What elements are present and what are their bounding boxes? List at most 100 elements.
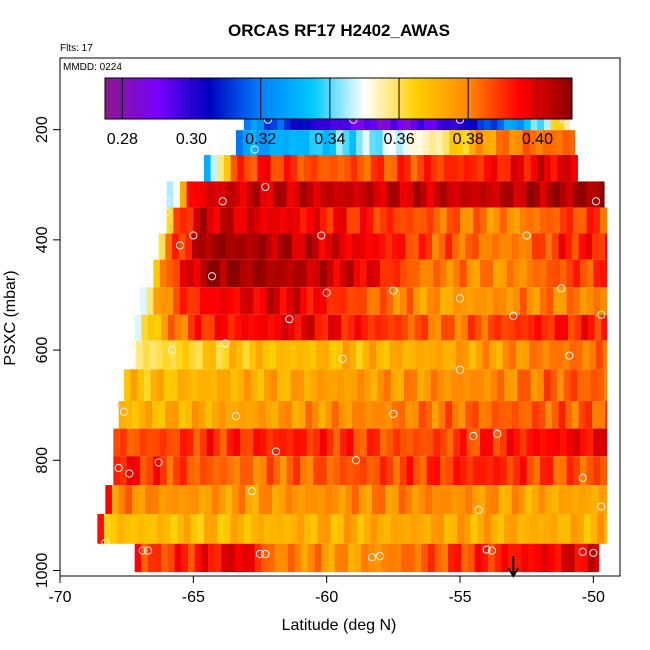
heatmap-cell xyxy=(161,543,169,573)
heatmap-cell xyxy=(366,207,374,234)
y-axis-label: PSXC (mbar) xyxy=(2,270,19,365)
heatmap-cell xyxy=(292,401,300,429)
heatmap-cell xyxy=(486,207,494,234)
heatmap-cell xyxy=(498,401,506,429)
heatmap-cell xyxy=(418,401,426,429)
heatmap-cell xyxy=(374,543,382,573)
heatmap-cell xyxy=(486,259,494,288)
heatmap-cell xyxy=(446,456,454,486)
heatmap-cell xyxy=(477,369,485,402)
heatmap-cell xyxy=(426,456,434,486)
heatmap-cell xyxy=(325,485,333,515)
heatmap-cell xyxy=(598,485,606,515)
heatmap-cell xyxy=(312,485,320,515)
heatmap-cell xyxy=(269,130,277,155)
heatmap-cell xyxy=(460,428,468,457)
heatmap-cell xyxy=(220,428,228,457)
heatmap-cell xyxy=(157,514,165,544)
y-tick-label: 600 xyxy=(34,337,51,364)
heatmap-cell xyxy=(605,401,608,429)
heatmap-cell xyxy=(492,401,500,429)
heatmap-cell xyxy=(204,514,212,544)
heatmap-cell xyxy=(113,428,121,457)
heatmap-cell xyxy=(494,314,502,341)
heatmap-cell xyxy=(353,207,361,234)
heatmap-cell xyxy=(257,514,265,544)
heatmap-cell xyxy=(445,485,453,515)
heatmap-cell xyxy=(393,207,401,234)
heatmap-cell xyxy=(320,456,328,486)
heatmap-cell xyxy=(410,514,418,544)
heatmap-cell xyxy=(581,543,589,573)
heatmap-cell xyxy=(472,485,480,515)
heatmap-cell xyxy=(552,401,560,429)
heatmap-cell xyxy=(545,401,553,429)
heatmap-cell xyxy=(288,314,296,341)
heatmap-cell xyxy=(154,314,162,341)
heatmap-cell xyxy=(140,428,148,457)
heatmap-cell xyxy=(553,456,561,486)
heatmap-cell xyxy=(500,181,508,208)
heatmap-cell xyxy=(142,340,150,370)
heatmap-cell xyxy=(168,314,176,341)
y-tick-label: 800 xyxy=(34,447,51,474)
heatmap-cell xyxy=(600,287,608,315)
heatmap-cell xyxy=(420,287,428,315)
heatmap-cell xyxy=(366,428,374,457)
heatmap-cell xyxy=(266,181,274,208)
heatmap-cell xyxy=(584,369,592,402)
heatmap-cell xyxy=(598,401,606,429)
heatmap-cell xyxy=(154,543,162,573)
heatmap-cell xyxy=(296,130,304,155)
heatmap-cell xyxy=(160,428,168,457)
heatmap-cell xyxy=(350,369,358,402)
heatmap-cell xyxy=(561,314,569,341)
heatmap-cell xyxy=(190,369,198,402)
heatmap-cell xyxy=(525,485,533,515)
heatmap-cell xyxy=(370,514,378,544)
heatmap-cell xyxy=(517,514,525,544)
heatmap-cell xyxy=(252,485,260,515)
heatmap-cell xyxy=(437,514,445,544)
heatmap-cell xyxy=(357,154,365,182)
heatmap-cell xyxy=(460,181,468,208)
heatmap-cell xyxy=(200,428,208,457)
heatmap-cell xyxy=(392,233,400,260)
observation-point xyxy=(175,241,185,250)
heatmap-cell xyxy=(568,314,576,341)
heatmap-cell xyxy=(184,369,192,402)
heatmap-cell xyxy=(520,456,528,486)
heatmap-cell xyxy=(364,369,372,402)
heatmap-cell xyxy=(348,314,356,341)
heatmap-cell xyxy=(509,130,517,155)
heatmap-cell xyxy=(293,259,301,288)
heatmap-cell xyxy=(130,369,138,402)
heatmap-cell xyxy=(105,485,113,515)
heatmap-cell xyxy=(125,401,133,429)
heatmap-cell xyxy=(326,259,334,288)
heatmap-cell xyxy=(353,181,361,208)
heatmap-cell xyxy=(249,340,257,370)
heatmap-cell xyxy=(177,514,185,544)
heatmap-cell xyxy=(417,514,425,544)
heatmap-cell xyxy=(557,154,565,182)
heatmap-cell xyxy=(166,287,174,315)
heatmap-cell xyxy=(466,456,474,486)
heatmap-cell xyxy=(317,369,325,402)
heatmap-cell xyxy=(264,369,272,402)
observation-point xyxy=(250,145,259,154)
heatmap-cell xyxy=(498,485,506,515)
heatmap-cell xyxy=(225,485,233,515)
heatmap-cell xyxy=(153,456,161,486)
heatmap-cell xyxy=(260,456,268,486)
heatmap-cell xyxy=(577,514,585,544)
heatmap-cell xyxy=(392,485,400,515)
heatmap-cell xyxy=(409,340,417,370)
heatmap-cell xyxy=(360,456,368,486)
heatmap-cell xyxy=(320,207,328,234)
heatmap-cell xyxy=(210,154,218,182)
heatmap-cell xyxy=(332,233,340,260)
heatmap-cell xyxy=(156,340,164,370)
heatmap-cell xyxy=(353,287,361,315)
heatmap-cell xyxy=(437,369,445,402)
